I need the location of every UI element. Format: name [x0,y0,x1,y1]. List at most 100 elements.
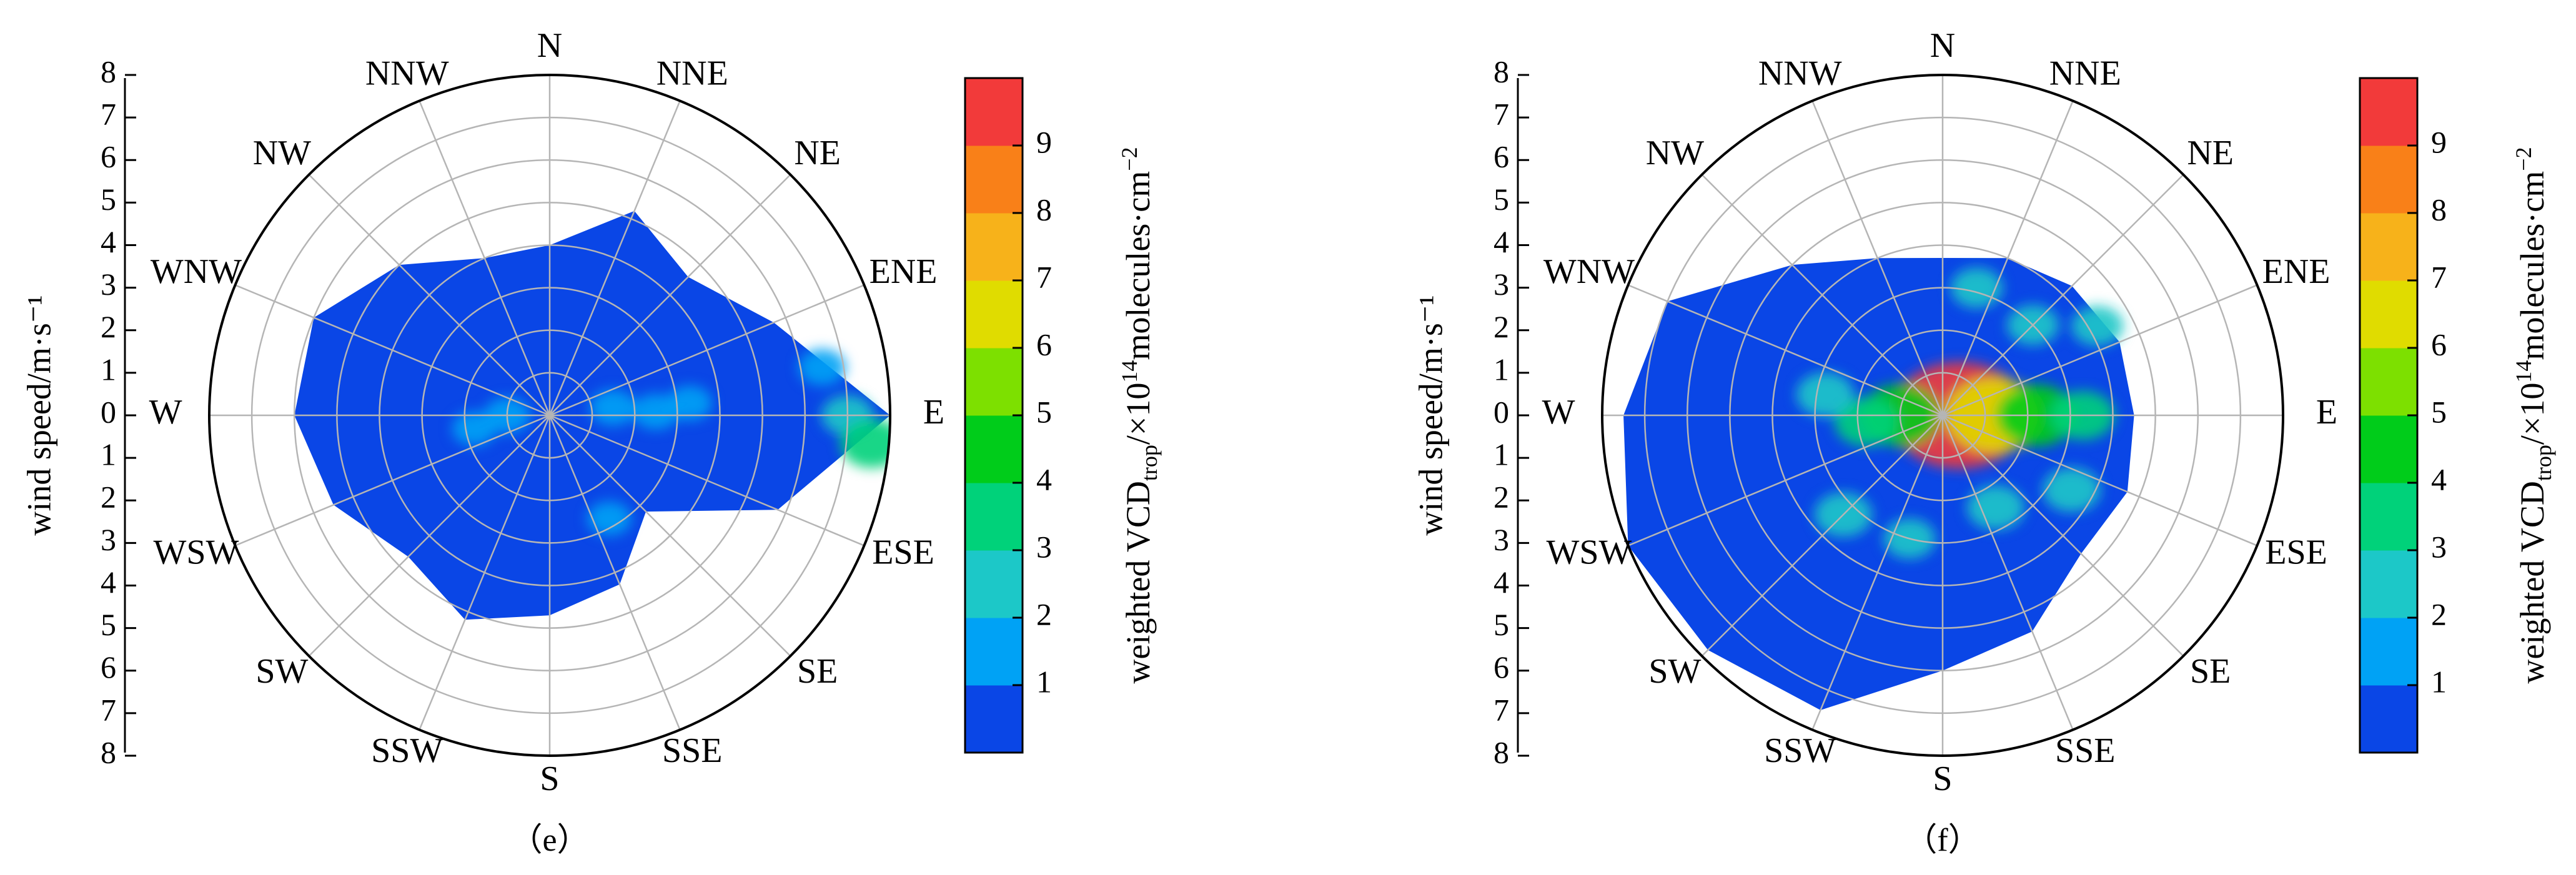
hotspot-e-2 [798,349,846,386]
grid-spoke-f-NE [1942,174,2184,416]
radial-tick-label-e-down-7: 7 [101,692,116,727]
hotspots-f [1796,268,2124,559]
radial-tick-label-f-up-6: 6 [1494,139,1509,174]
colorbar-tick-label-e-3: 3 [1036,529,1052,564]
grid-spoke-f-ENE [1942,284,2257,417]
radial-tick-label-f-down-2: 2 [1494,480,1509,515]
colorbar-tick-label-f-8: 8 [2431,192,2447,227]
grid-spoke-e-ESE [549,414,864,546]
colorbar-band-f-7 [2360,213,2417,281]
polar-grid-e [209,75,890,756]
colorbar-tick-label-e-9: 9 [1036,124,1052,159]
radial-tick-label-f-up-2: 2 [1494,309,1509,344]
grid-spoke-e-SSE [548,415,681,730]
colorbar-tick-label-e-5: 5 [1036,394,1052,429]
direction-label-e-SE: SE [797,652,838,691]
radial-tick-label-f-down-3: 3 [1494,522,1509,557]
colorbar-tick-label-f-5: 5 [2431,394,2447,429]
radial-tick-label-f-up-3: 3 [1494,267,1509,302]
direction-label-e-NW: NW [253,134,311,172]
direction-label-e-N: N [537,26,562,65]
colorbar-label-part-f-5: −2 [2511,147,2536,171]
direction-label-f-WSW: WSW [1546,533,1632,571]
colorbar-tick-label-e-4: 4 [1036,462,1052,497]
direction-label-e-NNW: NNW [365,54,449,93]
radial-tick-label-e-down-6: 6 [101,650,116,685]
colorbar-band-f-5 [2360,348,2417,416]
colorbar-f: 1 2 3 4 5 6 7 8 9 [2359,77,2447,754]
colorbar-label-part-e-3: 14 [1117,360,1142,383]
panel-caption-f: （f） [1905,823,1980,858]
grid-spoke-e-WSW [235,414,550,546]
direction-label-f-SE: SE [2190,652,2231,691]
grid-spoke-f-NW [1701,174,1943,416]
radial-tick-label-e-up-0: 0 [101,394,116,429]
direction-label-f-E: E [2316,393,2337,432]
hotspot-f-5 [1835,397,1898,447]
direction-label-e-SSE: SSE [662,731,723,770]
colorbar-tick-label-f-1: 1 [2431,664,2447,699]
colorbar-band-e-4 [965,415,1023,483]
radial-axis-f: 0 1 1 2 2 3 3 4 4 5 5 6 6 7 7 8 8 [1494,54,1529,769]
direction-label-e-E: E [923,393,944,432]
polar-grid-f [1602,75,2283,756]
radial-axis-e: 0 1 1 2 2 3 3 4 4 5 5 6 6 7 7 8 8 [101,54,136,769]
radial-tick-label-f-down-7: 7 [1494,692,1509,727]
colorbar-tick-label-f-2: 2 [2431,596,2447,631]
direction-label-f-NW: NW [1646,134,1704,172]
direction-label-e-WNW: WNW [151,252,242,291]
colorbar-e: 1 2 3 4 5 6 7 8 9 [964,77,1052,754]
grid-spoke-e-SSW [419,415,551,730]
colorbar-band-f-4 [2360,415,2417,483]
colorbar-tick-label-f-6: 6 [2431,327,2447,362]
colorbar-band-f-0 [2360,685,2417,753]
hotspot-e-5 [666,385,713,421]
radial-tick-label-e-up-6: 6 [101,139,116,174]
direction-labels-e: N NNE NE ENE E ESE SE SSE S SSW SW WSW W WNW NW NNW [149,26,945,798]
colorbar-band-e-1 [965,618,1023,686]
grid-spoke-f-SE [1942,415,2184,657]
direction-label-e-ENE: ENE [869,252,938,291]
direction-label-f-SSE: SSE [2055,731,2116,770]
grid-spoke-e-SE [549,415,791,657]
grid-spoke-f-SSW [1811,415,1944,730]
direction-label-e-NNE: NNE [656,54,728,93]
colorbar-tick-label-f-9: 9 [2431,124,2447,159]
colorbar-band-e-9 [965,78,1023,146]
colorbar-label-part-e-4: molecules·cm [1119,171,1157,360]
colorbar-tick-label-e-1: 1 [1036,664,1052,699]
colorbar-band-e-0 [965,685,1023,753]
grid-spoke-f-WNW [1628,284,1943,417]
radial-tick-label-e-down-8: 8 [101,734,116,769]
grid-spoke-e-NE [549,174,791,416]
radial-tick-label-e-down-2: 2 [101,480,116,515]
grid-spoke-f-WSW [1628,414,1943,546]
colorbar-band-f-3 [2360,483,2417,551]
hotspot-f-7 [2043,467,2101,512]
hotspot-e-1 [840,419,890,468]
colorbar-label-part-f-1: trop [2531,445,2556,481]
polar-outer-ring-e [208,74,891,757]
colorbar-band-e-5 [965,348,1023,416]
radial-tick-label-e-up-5: 5 [101,182,116,217]
colorbar-label-part-f-4: molecules·cm [2514,171,2551,360]
colorbar-band-e-8 [965,146,1023,214]
grid-spoke-f-ESE [1942,414,2257,546]
hotspot-e-3 [590,390,637,426]
colorbar-label-e: weighted VCDtrop/×1014molecules·cm−2 [1117,147,1162,683]
polar-outer-ring-f [1601,74,2284,757]
radial-tick-label-e-up-3: 3 [101,267,116,302]
radial-tick-label-f-down-8: 8 [1494,734,1509,769]
colorbar-label-part-e-0: weighted VCD [1119,481,1157,683]
radial-tick-label-f-down-6: 6 [1494,650,1509,685]
colorbar-tick-label-f-7: 7 [2431,259,2447,294]
direction-label-f-ESE: ESE [2265,533,2327,571]
radial-tick-label-f-up-0: 0 [1494,394,1509,429]
radial-axis-label-e: wind speed/m·s⁻¹ [20,295,57,535]
colorbar-tick-label-e-6: 6 [1036,327,1052,362]
direction-label-f-NE: NE [2187,134,2234,172]
radial-tick-label-e-up-1: 1 [101,352,116,387]
direction-label-e-S: S [540,759,559,798]
